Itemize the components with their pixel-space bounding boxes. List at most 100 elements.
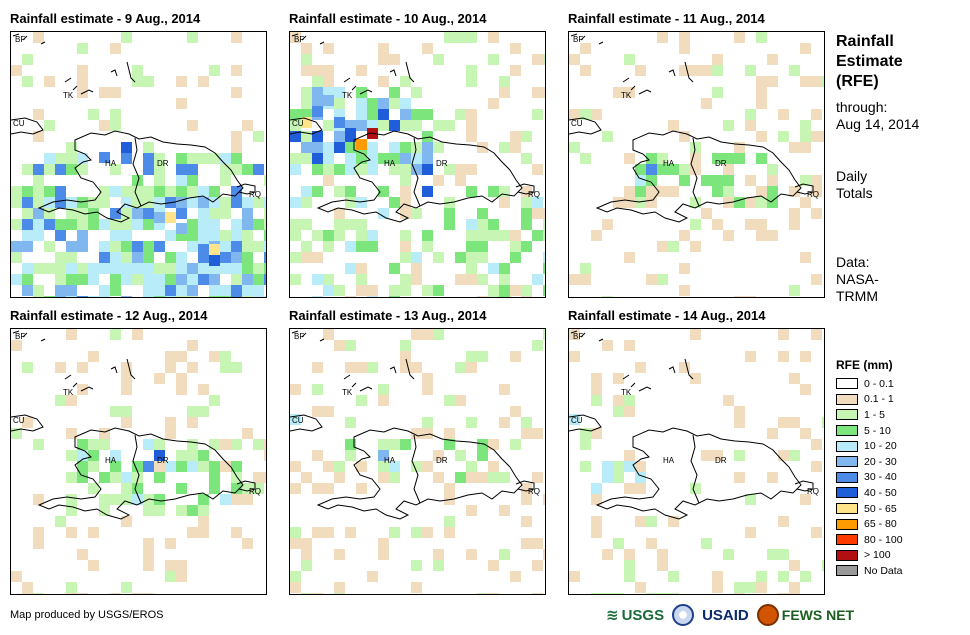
rainfall-cell [466,131,477,142]
rainfall-cell [411,87,422,98]
rainfall-cell [400,153,411,164]
coastline [236,183,256,195]
rainfall-cell [55,395,66,406]
sidebar-title-line1: Rainfall [836,33,894,50]
rainfall-cell [323,241,334,252]
rainfall-cell [356,461,367,472]
rainfall-cell [209,483,220,494]
rainfall-cell [701,208,712,219]
rainfall-cell [422,142,433,153]
map-canvas: BF TK CU HA DR RQ [11,329,266,594]
coastline [515,480,535,492]
rainfall-cell [22,164,33,175]
rainfall-cell [690,164,701,175]
rainfall-cell [800,384,811,395]
rainfall-cell [121,406,132,417]
rainfall-cell [477,274,488,285]
rainfall-cell [444,439,455,450]
rainfall-cell [510,142,521,153]
rainfall-cell [88,263,99,274]
rainfall-cell [477,351,488,362]
rainfall-cell [312,131,323,142]
legend-label: No Data [864,564,903,577]
map-credit: Map produced by USGS/EROS [10,609,164,621]
rainfall-cell [532,472,543,483]
rainfall-cell [444,395,455,406]
rainfall-cell [187,153,198,164]
rainfall-cell [220,494,231,505]
rainfall-cell [33,164,44,175]
rainfall-cell [165,538,176,549]
rainfall-cell [242,219,253,230]
rainfall-cell [591,494,602,505]
rainfall-cell [723,175,734,186]
coastline [291,33,415,83]
totals-line2: Totals [836,185,873,201]
rainfall-cell [488,296,499,297]
rainfall-cell [690,142,701,153]
rainfall-cell [290,109,301,120]
rainfall-cell [22,274,33,285]
rainfall-cell [499,142,510,153]
rainfall-cell [312,252,323,263]
rainfall-cell [800,494,811,505]
rainfall-cell [132,483,143,494]
coastline [569,117,602,135]
rainfall-cell [187,417,198,428]
data-source-block: Data: NASA- TRMM [836,254,879,305]
rainfall-cell [591,109,602,120]
rainfall-cell [613,538,624,549]
rainfall-cell [334,472,345,483]
rainfall-cell [77,197,88,208]
rainfall-cell [811,76,822,87]
rainfall-cell [734,582,745,593]
rainfall-cell [253,164,264,175]
rainfall-cell [22,76,33,87]
rainfall-cell [767,54,778,65]
rainfall-cell [187,197,198,208]
rainfall-cell [532,197,543,208]
coastline [343,374,373,392]
rainfall-cell [778,351,789,362]
rainfall-cell [701,450,712,461]
rainfall-cell [356,230,367,241]
rainfall-cell [88,274,99,285]
rainfall-cell [110,285,121,296]
rainfall-cell [613,197,624,208]
rainfall-cell [646,164,657,175]
rainfall-cell [264,439,266,450]
rainfall-cell [154,197,165,208]
rainfall-cell [811,527,822,538]
rainfall-cell [44,186,55,197]
rainfall-cell [433,450,444,461]
rainfall-cell [55,252,66,263]
rainfall-cell [532,87,543,98]
rainfall-cell [290,274,301,285]
rainfall-cell [400,351,411,362]
rainfall-cell [77,461,88,472]
rainfall-cell [209,255,220,266]
legend-item: 0 - 0.1 [836,376,903,392]
rainfall-cell [66,582,77,593]
rainfall-cell [756,98,767,109]
rainfall-cell [789,560,800,571]
rainfall-cell [389,472,400,483]
rainfall-cell [154,494,165,505]
rainfall-cell [121,241,132,252]
rainfall-cell [345,128,356,139]
rainfall-cell [290,131,301,142]
rainfall-cell [165,362,176,373]
rainfall-cell [488,32,499,43]
rainfall-cell [624,571,635,582]
data-line2: NASA- [836,271,879,287]
rainfall-cell [209,153,220,164]
rainfall-cell [312,384,323,395]
rainfall-cell [422,230,433,241]
rainfall-cell [668,186,679,197]
rainfall-cell [466,351,477,362]
rainfall-cell [657,241,668,252]
rainfall-cell [165,351,176,362]
rainfall-cell [88,527,99,538]
legend-label: 20 - 30 [864,455,897,468]
rainfall-cell [532,164,543,175]
